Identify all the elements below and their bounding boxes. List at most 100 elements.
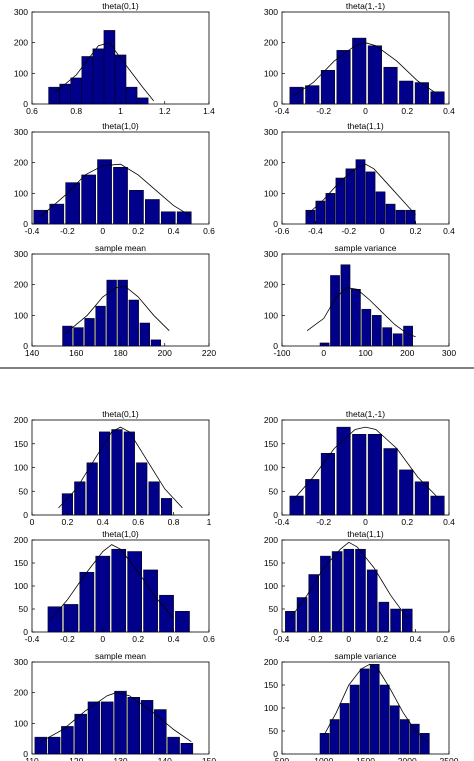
histogram-bar — [340, 264, 351, 347]
y-tick-label: 150 — [264, 439, 278, 449]
histogram-bar — [366, 569, 378, 633]
density-curve — [49, 544, 174, 621]
y-tick-label: 300 — [14, 249, 28, 259]
y-tick-label: 200 — [14, 535, 28, 545]
histogram-bar — [167, 736, 180, 755]
x-tick-label: 100 — [358, 348, 372, 358]
x-tick-label: 140 — [158, 756, 172, 761]
histogram-panel: -0.4 -0.2 0 0.2 0.4 0 100 200 300 theta(1,-1) — [264, 1, 455, 116]
x-tick-label: -100 — [273, 348, 290, 358]
y-tick-label: 0 — [23, 749, 28, 759]
histogram-bar — [319, 733, 330, 755]
x-tick-label: 180 — [113, 348, 127, 358]
histogram-bar — [319, 342, 330, 347]
histogram-bar — [335, 177, 346, 225]
histogram-bar — [345, 168, 356, 225]
histogram-panel: -0.4 -0.2 0 0.2 0.4 0.6 0 100 200 300 theta(1,0) — [14, 121, 215, 236]
y-tick-label: 300 — [14, 657, 28, 667]
histogram-bar — [325, 193, 336, 225]
density-curve — [40, 692, 192, 743]
histogram-panel: 500 1000 1500 2000 2500 0 50 100 150 200 sample va… — [264, 651, 459, 761]
chart-title: theta(1,-1) — [346, 409, 385, 419]
histogram-bar — [403, 325, 413, 347]
histogram-bar — [176, 211, 192, 225]
histogram-bar — [343, 548, 355, 633]
histogram-bar — [405, 209, 416, 225]
x-tick-label: -0.4 — [308, 226, 323, 236]
y-tick-label: 50 — [19, 604, 29, 614]
y-tick-label: 0 — [23, 510, 28, 520]
y-tick-label: 100 — [14, 310, 28, 320]
y-tick-label: 200 — [264, 158, 278, 168]
histogram-bar — [383, 448, 398, 516]
x-tick-label: 0 — [363, 106, 368, 116]
histogram-bar — [375, 191, 386, 225]
x-tick-label: 1 — [207, 517, 212, 527]
histogram-panel: 0 0.2 0.4 0.6 0.8 1 0 50 100 150 200 theta(0,1) — [14, 409, 212, 527]
histogram-bar — [392, 333, 403, 347]
x-tick-label: -0.4 — [275, 634, 290, 644]
histogram-bar — [101, 701, 114, 755]
histogram-bar — [81, 56, 94, 105]
x-tick-label: 220 — [202, 348, 216, 358]
x-tick-label: 1.4 — [203, 106, 215, 116]
histogram-bar — [62, 325, 73, 347]
x-tick-label: -0.2 — [316, 517, 331, 527]
histogram-bar — [430, 91, 445, 105]
density-curve — [292, 426, 439, 502]
x-tick-label: -0.2 — [341, 226, 356, 236]
x-tick-label: 0 — [380, 226, 385, 236]
histogram-bar — [378, 601, 390, 633]
histogram-bar — [352, 37, 367, 105]
density-curve — [290, 541, 408, 619]
histogram-bar — [399, 80, 414, 105]
x-tick-label: 150 — [202, 756, 216, 761]
histogram-bar — [395, 209, 406, 225]
x-tick-label: 130 — [113, 756, 127, 761]
histogram-bar — [367, 434, 382, 516]
x-tick-label: 0 — [321, 348, 326, 358]
histogram-bar — [73, 327, 84, 347]
y-tick-label: 0 — [23, 627, 28, 637]
histogram-bar — [136, 97, 149, 105]
x-tick-label: 0.2 — [61, 517, 73, 527]
histogram-panel: 110 120 130 140 150 0 100 200 300 sample mean — [14, 651, 217, 761]
histogram-bar — [47, 736, 61, 755]
histogram-bar — [414, 82, 429, 105]
x-tick-label: 0.4 — [443, 106, 455, 116]
histogram-bar — [159, 594, 174, 633]
x-tick-label: 1000 — [314, 756, 333, 761]
histogram-panel: -0.4 -0.2 0 0.2 0.4 0 50 100 150 200 theta(1,-1) — [264, 409, 455, 527]
histogram-bar — [150, 339, 162, 347]
x-tick-label: 0.6 — [203, 634, 215, 644]
histogram-bar — [34, 736, 48, 755]
histogram-bar — [61, 726, 74, 755]
y-tick-label: 0 — [23, 341, 28, 351]
x-tick-label: 0.4 — [443, 517, 455, 527]
chart-title: theta(1,1) — [347, 121, 384, 131]
histogram-panel: -0.6 -0.4 -0.2 0 0.2 0.4 0 100 200 300 theta(1,1) — [264, 121, 455, 236]
histogram-bar — [95, 305, 106, 347]
y-tick-label: 50 — [269, 604, 279, 614]
x-tick-label: 0 — [30, 517, 35, 527]
y-tick-label: 150 — [14, 558, 28, 568]
histogram-bar — [103, 30, 116, 105]
x-tick-label: -0.2 — [316, 106, 331, 116]
histogram-bar — [160, 211, 176, 225]
y-tick-label: 100 — [14, 463, 28, 473]
histogram-bar — [390, 608, 401, 633]
histogram-panel: -0.4 -0.2 0 0.2 0.4 0.6 0 50 100 150 200 theta(1,0) — [14, 529, 215, 644]
histogram-bar — [305, 85, 320, 105]
chart-title: theta(1,1) — [347, 529, 384, 539]
histogram-bar — [296, 597, 308, 633]
x-tick-label: 0.4 — [97, 517, 109, 527]
x-tick-label: -0.4 — [275, 106, 290, 116]
histogram-bar — [399, 469, 414, 516]
x-tick-label: 0.6 — [132, 517, 144, 527]
x-tick-label: 0 — [346, 634, 351, 644]
histogram-bar — [320, 555, 331, 633]
density-curve — [306, 287, 416, 338]
x-tick-label: 0.6 — [26, 106, 38, 116]
x-tick-label: 0.4 — [443, 226, 455, 236]
